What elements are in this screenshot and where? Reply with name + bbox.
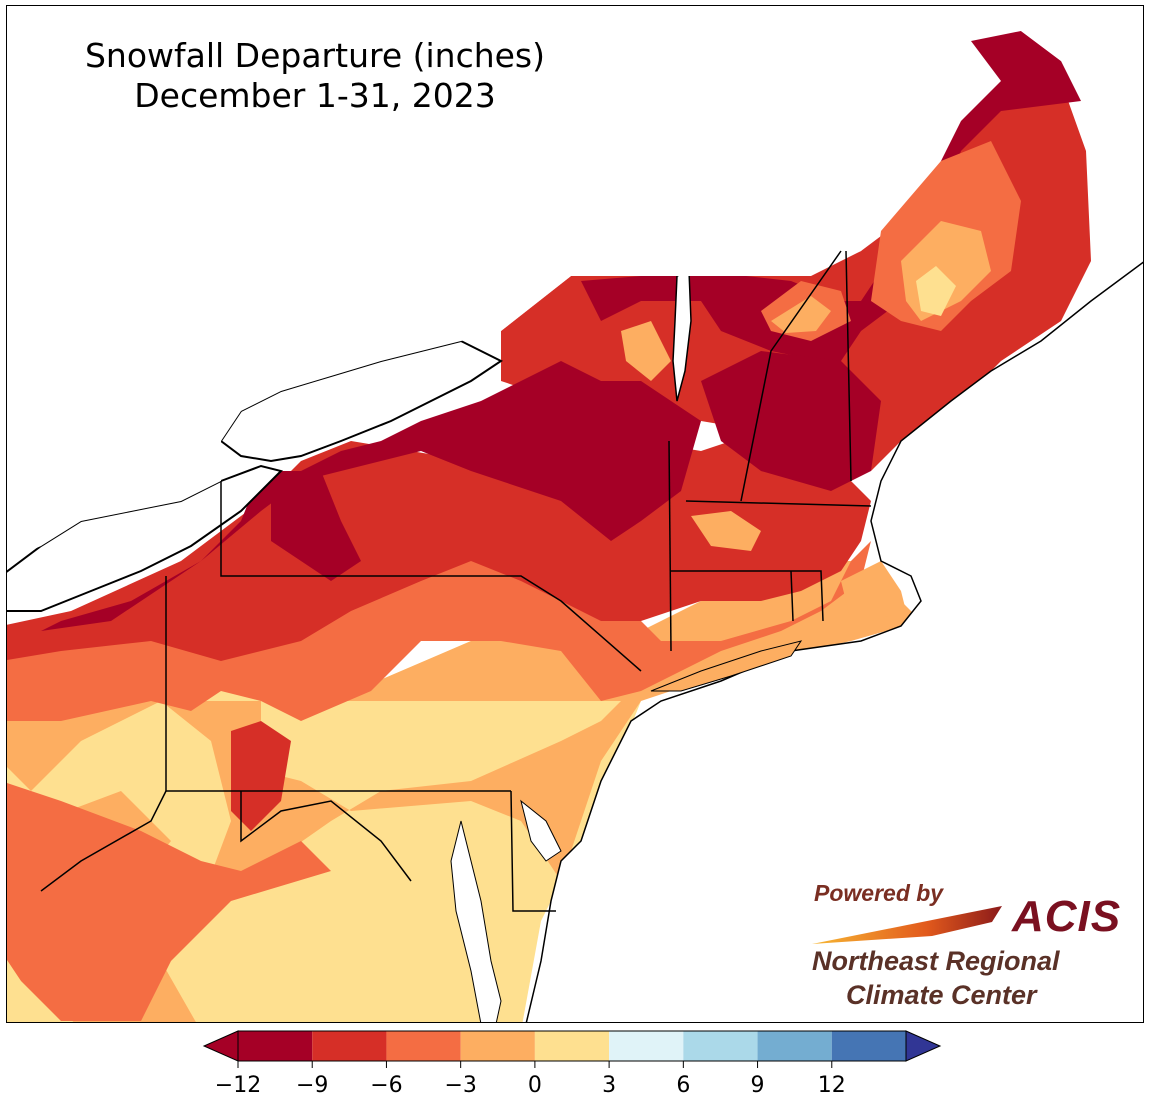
colorbar-bin: [460, 1031, 535, 1061]
canada-nw: [7, 6, 986, 561]
colorbar-tick-label: 12: [818, 1073, 846, 1098]
logo-org-line2: Climate Center: [846, 980, 1037, 1010]
region-orange-sw: [7, 783, 331, 1021]
colorbar-tick-label: 6: [676, 1073, 690, 1098]
colorbar-bin: [683, 1031, 758, 1061]
chesapeake-bay: [450, 820, 502, 1022]
colorbar-extend-high: [905, 1030, 942, 1062]
lake-champlain: [672, 269, 692, 402]
colorbar-tick-label: −12: [215, 1073, 261, 1098]
colorbar-tick-label: 0: [528, 1073, 542, 1098]
colorbar: −12 −9 −6 −3 0 3 6 9 12: [202, 1030, 942, 1098]
lake-ontario: [219, 339, 503, 463]
region-dark-red-nw: [271, 471, 361, 581]
logo-brand: ACIS: [1012, 892, 1122, 941]
colorbar-tick-label: −9: [296, 1073, 328, 1098]
state-borders: [40, 250, 872, 912]
nrcc-logo: Powered by ACIS Northeast Regional Clima…: [806, 880, 1126, 1010]
long-island: [650, 640, 803, 692]
region-yellow-maine: [916, 266, 956, 316]
colorbar-tick-label: −6: [370, 1073, 402, 1098]
logo-org-line1: Northeast Regional: [812, 946, 1060, 976]
snowfall-map: [7, 6, 1143, 1022]
colorbar-bin: [238, 1031, 313, 1061]
atlantic-ocean: [525, 261, 1143, 1022]
region-dark-red-ne: [581, 31, 1081, 361]
region-lightorange-ny: [621, 321, 671, 381]
colorbar-bin: [386, 1031, 461, 1061]
colorbar-bins: [202, 1030, 942, 1062]
colorbar-tick-label: 9: [751, 1073, 765, 1098]
logo-powered-by: Powered by: [814, 880, 944, 906]
colorbar-bin: [534, 1031, 610, 1061]
region-lightorange-ma: [691, 511, 761, 551]
colorbar-tick-label: −3: [444, 1073, 476, 1098]
colorbar-ticks: −12 −9 −6 −3 0 3 6 9 12: [215, 1061, 846, 1098]
colorbar-outline: [237, 1030, 907, 1062]
region-lightorange-nh: [771, 296, 831, 333]
colorbar-bin: [312, 1031, 387, 1061]
region-dark-red: [41, 361, 701, 631]
map-title: Snowfall Departure (inches): [84, 36, 546, 75]
map-frame: [6, 5, 1144, 1023]
colorbar-bin: [757, 1031, 832, 1061]
colorbar-bin: [831, 1031, 906, 1061]
region-lightorange-cape: [841, 561, 906, 621]
colorbar-extend-low: [202, 1030, 239, 1062]
map-subtitle: December 1-31, 2023: [134, 76, 496, 115]
region-red-pa: [231, 721, 291, 831]
region-dark-red-nh: [701, 351, 881, 491]
canada-ne: [986, 6, 1143, 250]
colorbar-tick-label: 3: [602, 1073, 616, 1098]
lake-erie: [7, 464, 283, 612]
logo-swoosh-icon: [812, 906, 1002, 944]
colorbar-bin: [609, 1031, 684, 1061]
delaware-bay: [520, 799, 562, 862]
